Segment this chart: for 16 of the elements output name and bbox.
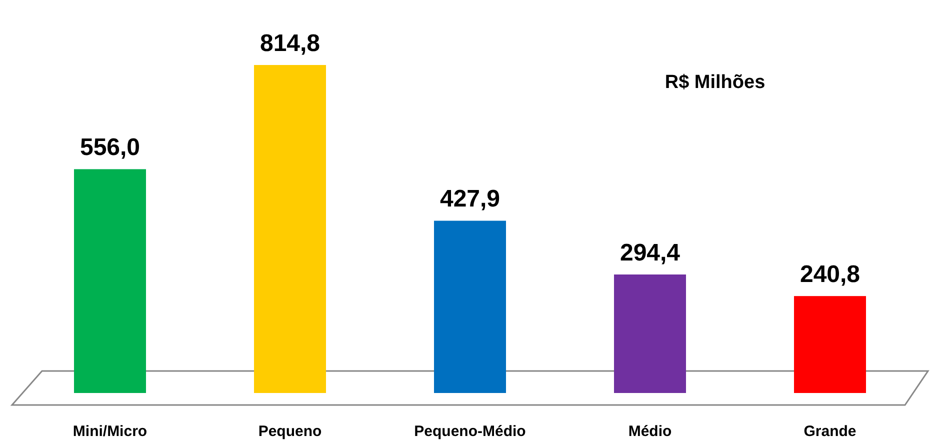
annotation: R$ Milhões	[664, 72, 766, 93]
bar	[434, 220, 506, 393]
bar	[254, 65, 326, 393]
x-tick-label: Mini/Micro	[72, 423, 148, 440]
x-tick-label: Pequeno	[258, 423, 322, 440]
data-label: 240,8	[800, 261, 860, 288]
bar	[74, 169, 146, 393]
data-label: 814,8	[260, 30, 320, 57]
data-label: 556,0	[80, 134, 140, 162]
x-tick-label: Grande	[804, 423, 856, 440]
data-label: 294,4	[620, 239, 681, 266]
bar	[614, 274, 686, 393]
x-tick-label: Pequeno-Médio	[414, 423, 526, 440]
data-label: 427,9	[440, 186, 500, 213]
bar	[794, 296, 866, 393]
x-tick-label: Médio	[628, 423, 672, 440]
